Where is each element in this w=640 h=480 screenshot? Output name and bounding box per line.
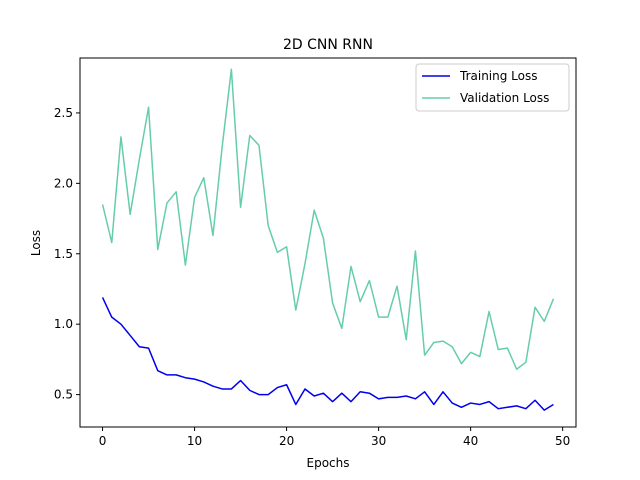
y-tick-label: 2.5 <box>54 106 73 120</box>
legend-label-validation-loss: Validation Loss <box>460 91 549 105</box>
series-line-training-loss <box>101 297 554 411</box>
y-axis-ticks: 0.5 1.0 1.5 2.0 2.5 <box>54 106 80 402</box>
y-axis-label: Loss <box>29 230 43 256</box>
x-tick-label: 20 <box>279 434 294 448</box>
x-tick-label: 50 <box>555 434 570 448</box>
legend-label-training-loss: Training Loss <box>459 69 537 83</box>
series-line-validation-loss <box>101 68 555 371</box>
x-axis-ticks: 0 10 20 30 40 50 <box>99 427 570 448</box>
legend: Training Loss Validation Loss <box>415 63 570 112</box>
plot-frame <box>79 57 577 428</box>
x-tick-label: 10 <box>187 434 202 448</box>
y-tick-label: 0.5 <box>54 388 73 402</box>
plot-content <box>101 68 555 411</box>
y-tick-label: 1.5 <box>54 247 73 261</box>
chart-title: 2D CNN RNN <box>283 37 373 53</box>
x-tick-label: 40 <box>463 434 478 448</box>
y-tick-label: 2.0 <box>54 176 73 190</box>
y-tick-label: 1.0 <box>54 317 73 331</box>
x-axis-label: Epochs <box>307 456 350 470</box>
legend-box <box>415 63 570 112</box>
x-tick-label: 30 <box>371 434 386 448</box>
x-tick-label: 0 <box>99 434 107 448</box>
